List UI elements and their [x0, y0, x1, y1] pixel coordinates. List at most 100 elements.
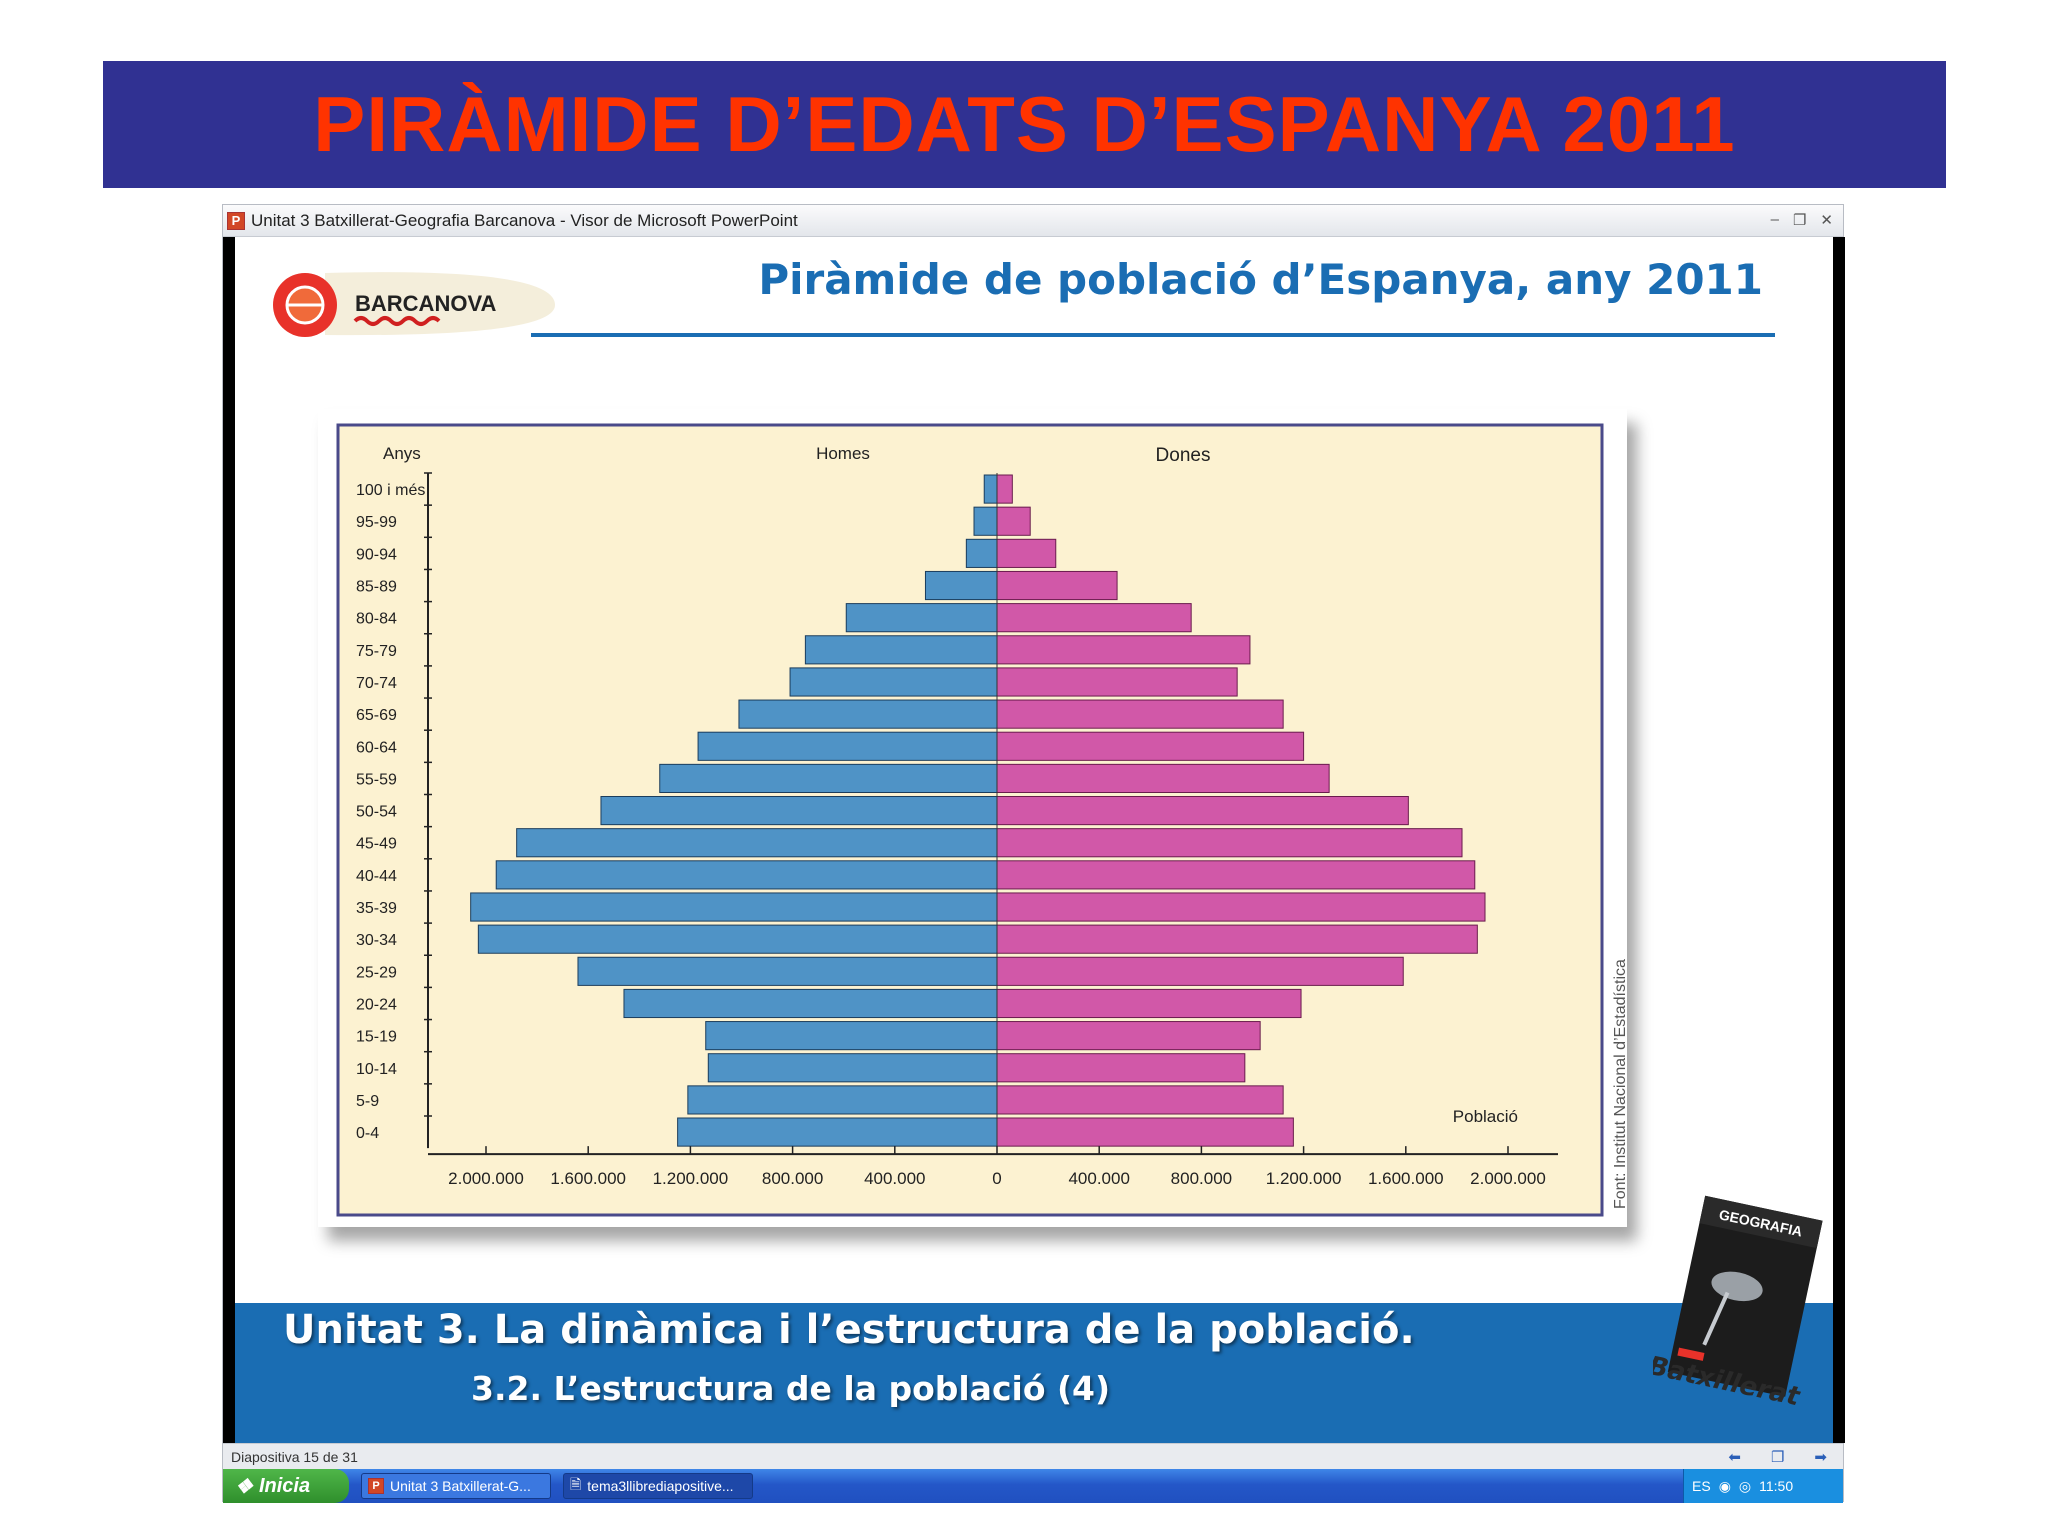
y-tick-label: 20-24 [356, 996, 397, 1013]
y-tick-label: 50-54 [356, 804, 397, 821]
bar-homes-20-24 [623, 988, 998, 1019]
bar-dones-100 i més [996, 474, 1013, 504]
bar-dones-85-89 [996, 570, 1118, 601]
window-titlebar[interactable]: P Unitat 3 Batxillerat-Geografia Barcano… [223, 205, 1843, 237]
powerpoint-icon: P [368, 1478, 384, 1494]
bar-homes-40-44 [495, 860, 998, 890]
x-tick-label: 400.000 [864, 1169, 925, 1188]
system-tray: ES ◉ ◎ 11:50 [1683, 1469, 1843, 1503]
bar-homes-100 i més [983, 474, 998, 504]
bar-dones-45-49 [996, 828, 1463, 858]
bar-homes-65-69 [738, 699, 998, 729]
taskbar-item-label: tema3llibrediapositive... [587, 1478, 734, 1494]
x-tick-label: 0 [992, 1169, 1001, 1188]
y-tick-label: 25-29 [356, 964, 397, 981]
bar-dones-20-24 [996, 988, 1302, 1019]
unit-title: Unitat 3. La dinàmica i l’estructura de … [283, 1307, 1415, 1353]
bar-homes-15-19 [705, 1021, 998, 1051]
x-tick-label: 2.000.000 [448, 1169, 524, 1188]
bar-dones-55-59 [996, 763, 1330, 794]
bar-homes-95-99 [973, 506, 998, 536]
bar-dones-25-29 [996, 956, 1404, 986]
x-tick-label: 800.000 [762, 1169, 823, 1188]
slide[interactable]: BARCANOVA Piràmide de població d’Espanya… [235, 237, 1833, 1443]
barcanova-logo: BARCANOVA [273, 272, 555, 337]
previous-slide-icon[interactable]: ⬅ [1728, 1449, 1741, 1466]
clock: 11:50 [1759, 1478, 1794, 1494]
bar-homes-90-94 [965, 538, 998, 568]
geografia-book-cover: GEOGRAFIA Batxillerat [1653, 1195, 1823, 1413]
y-tick-label: 10-14 [356, 1061, 397, 1078]
chart-source: Font: Institut Nacional d’Estadística [1612, 959, 1627, 1209]
x-tick-label: 2.000.000 [1470, 1169, 1546, 1188]
y-tick-label: 30-34 [356, 932, 397, 949]
series-label-dones: Dones [1156, 445, 1211, 466]
minimize-icon[interactable]: – [1770, 211, 1779, 228]
bar-homes-0-4 [677, 1117, 998, 1147]
close-icon[interactable]: ✕ [1820, 212, 1833, 229]
x-tick-label: 1.600.000 [1368, 1169, 1444, 1188]
page-title: PIRÀMIDE D’EDATS D’ESPANYA 2011 [313, 80, 1736, 168]
y-tick-label: 90-94 [356, 546, 397, 563]
y-tick-label: 45-49 [356, 836, 397, 853]
bar-dones-90-94 [996, 538, 1057, 568]
language-indicator[interactable]: ES [1692, 1478, 1711, 1494]
bar-dones-75-79 [996, 635, 1251, 665]
bar-homes-30-34 [477, 924, 998, 954]
bar-homes-85-89 [924, 570, 998, 601]
taskbar-item-powerpoint[interactable]: P Unitat 3 Batxillerat-G... [361, 1473, 551, 1499]
bar-homes-55-59 [659, 763, 998, 794]
window-title: Unitat 3 Batxillerat-Geografia Barcanova… [251, 210, 798, 230]
bar-dones-40-44 [996, 860, 1476, 890]
y-tick-label: 40-44 [356, 868, 397, 885]
start-button[interactable]: ❖ Inicia [223, 1469, 349, 1503]
bar-dones-70-74 [996, 667, 1238, 697]
powerpoint-viewer-window: P Unitat 3 Batxillerat-Geografia Barcano… [222, 204, 1845, 1503]
bar-homes-50-54 [600, 796, 998, 826]
y-tick-label: 100 i més [356, 482, 425, 499]
y-axis-title: Anys [383, 444, 421, 463]
restore-icon[interactable]: ❐ [1792, 212, 1807, 229]
y-tick-label: 65-69 [356, 707, 397, 724]
y-tick-label: 75-79 [356, 643, 397, 660]
taskbar-item-document[interactable]: 🗎 tema3llibrediapositive... [563, 1473, 753, 1499]
bar-dones-15-19 [996, 1021, 1261, 1051]
bar-homes-80-84 [845, 603, 998, 633]
x-axis-title: Població [1453, 1107, 1518, 1126]
bar-dones-60-64 [996, 731, 1305, 761]
x-tick-label: 1.200.000 [653, 1169, 729, 1188]
page-title-banner: PIRÀMIDE D’EDATS D’ESPANYA 2011 [103, 61, 1946, 188]
slide-menu-icon[interactable]: ❐ [1770, 1449, 1785, 1466]
y-tick-label: 5-9 [356, 1093, 379, 1110]
bar-dones-80-84 [996, 603, 1192, 633]
unit-banner [235, 1303, 1833, 1443]
slide-title: Piràmide de població d’Espanya, any 2011 [758, 255, 1763, 304]
network-icon[interactable]: ◉ [1718, 1477, 1731, 1494]
y-tick-label: 80-84 [356, 611, 397, 628]
x-tick-label: 400.000 [1068, 1169, 1129, 1188]
start-label: Inicia [258, 1474, 311, 1497]
unit-subtitle: 3.2. L’estructura de la població (4) [471, 1369, 1111, 1408]
next-slide-icon[interactable]: ➡ [1814, 1449, 1827, 1466]
bar-dones-50-54 [996, 796, 1409, 826]
bar-dones-30-34 [996, 924, 1478, 954]
status-bar: Diapositiva 15 de 31 ⬅ ❐ ➡ [223, 1443, 1843, 1469]
bar-homes-25-29 [577, 956, 998, 986]
bar-homes-35-39 [470, 892, 998, 922]
y-tick-label: 55-59 [356, 771, 397, 788]
windows-logo-icon: ❖ [235, 1475, 253, 1498]
bar-homes-60-64 [697, 731, 998, 761]
slide-viewport: BARCANOVA Piràmide de població d’Espanya… [223, 237, 1845, 1443]
y-tick-label: 15-19 [356, 1029, 397, 1046]
bar-dones-10-14 [996, 1053, 1246, 1083]
taskbar-item-label: Unitat 3 Batxillerat-G... [390, 1478, 531, 1494]
x-tick-label: 800.000 [1171, 1169, 1232, 1188]
x-tick-label: 1.600.000 [550, 1169, 626, 1188]
taskbar: ❖ Inicia P Unitat 3 Batxillerat-G... 🗎 t… [223, 1469, 1843, 1503]
security-icon[interactable]: ◎ [1738, 1477, 1752, 1494]
slide-counter: Diapositiva 15 de 31 [231, 1448, 358, 1465]
bar-dones-0-4 [996, 1117, 1294, 1147]
y-tick-label: 85-89 [356, 579, 397, 596]
logo-text: BARCANOVA [355, 291, 496, 316]
bar-homes-10-14 [707, 1053, 998, 1083]
